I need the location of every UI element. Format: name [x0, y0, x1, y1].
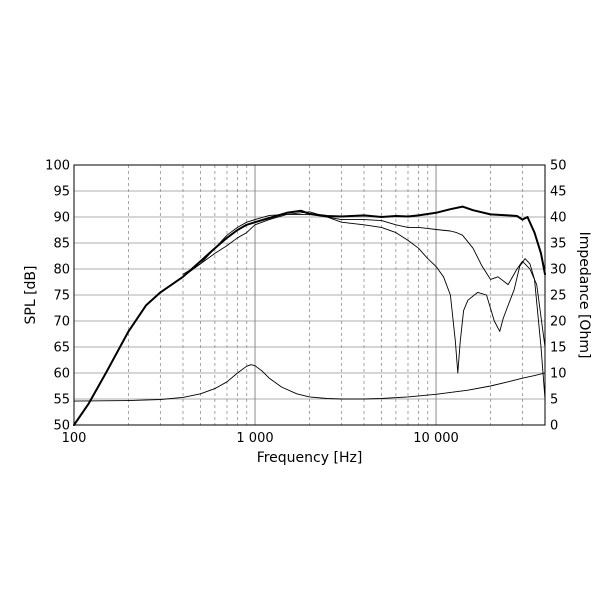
- y-tick-label: 60: [53, 367, 70, 382]
- y-tick-label: 80: [53, 263, 70, 278]
- y2-tick-label: 20: [550, 315, 567, 330]
- y-tick-label: 75: [53, 289, 70, 304]
- x-axis-title: Frequency [Hz]: [257, 450, 363, 466]
- y2-tick-label: 35: [550, 237, 567, 252]
- y-tick-label: 55: [53, 393, 70, 408]
- series-line-4: [73, 364, 546, 402]
- series-layer: [73, 205, 546, 426]
- y-tick-label: 50: [53, 419, 70, 434]
- y2-tick-label: 10: [550, 367, 567, 382]
- y2-axis-title: Impedance [Ohm]: [576, 232, 592, 359]
- y-tick-label: 85: [53, 237, 70, 252]
- y-tick-label: 90: [53, 211, 70, 226]
- y-tick-label: 70: [53, 315, 70, 330]
- plot-frame: [73, 164, 546, 426]
- y2-tick-label: 40: [550, 211, 567, 226]
- x-tick-label: 1 000: [236, 431, 273, 446]
- y2-tick-label: 45: [550, 185, 567, 200]
- y2-tick-label: 25: [550, 289, 567, 304]
- y2-tick-label: 0: [550, 419, 558, 434]
- x-tick-label: 10 000: [413, 431, 459, 446]
- y2-tick-label: 50: [550, 159, 567, 174]
- y2-tick-label: 5: [550, 393, 558, 408]
- y-tick-label: 65: [53, 341, 70, 356]
- series-line-3: [182, 211, 546, 400]
- y2-tick-label: 15: [550, 341, 567, 356]
- tick-labels: 50 55 60 65 70 75 80 85 90 95 100 0 5 10 15 20 25 30 35 40 4…: [45, 159, 566, 447]
- y-tick-label: 95: [53, 185, 70, 200]
- series-line-2: [182, 213, 546, 348]
- y2-tick-label: 30: [550, 263, 567, 278]
- grid: [74, 165, 545, 425]
- x-tick-label: 100: [62, 431, 87, 446]
- y-tick-label: 100: [45, 159, 70, 174]
- y-axis-title: SPL [dB]: [23, 266, 39, 325]
- series-line-1: [73, 205, 546, 426]
